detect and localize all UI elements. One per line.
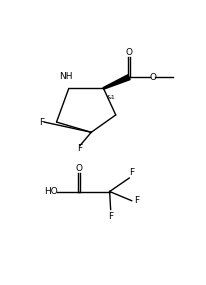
Text: O: O — [125, 48, 132, 57]
Text: F: F — [129, 168, 134, 177]
Text: O: O — [75, 164, 82, 173]
Text: F: F — [77, 144, 82, 153]
Text: F: F — [133, 196, 138, 205]
Text: F: F — [108, 211, 113, 221]
Text: NH: NH — [59, 72, 72, 81]
Text: F: F — [39, 118, 43, 127]
Text: HO: HO — [44, 187, 58, 196]
Text: O: O — [148, 73, 155, 82]
Polygon shape — [103, 75, 129, 89]
Text: &1: &1 — [106, 95, 115, 99]
